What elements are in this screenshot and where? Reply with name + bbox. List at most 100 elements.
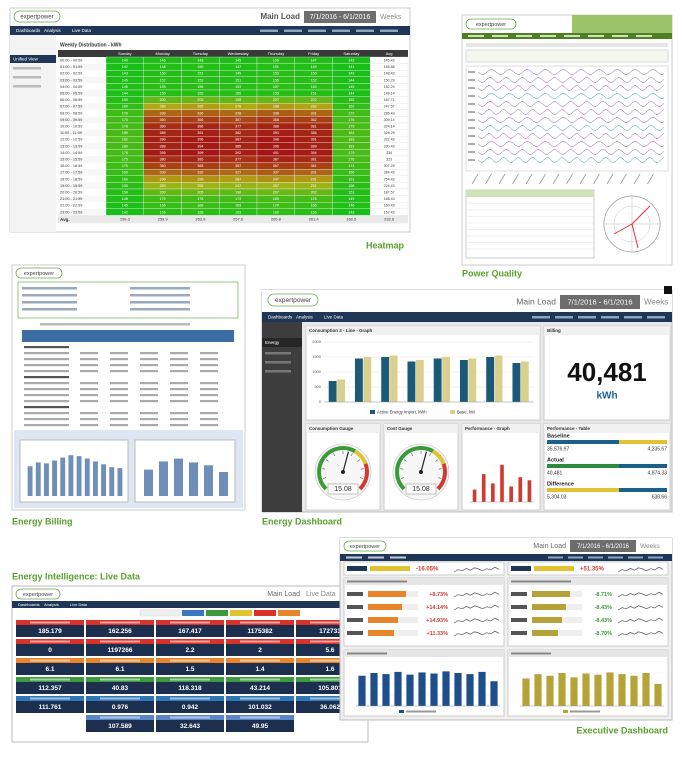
brand: expertpower bbox=[350, 544, 380, 550]
bar bbox=[84, 458, 90, 496]
tile-value: 111.761 bbox=[39, 704, 62, 711]
table-cell bbox=[140, 394, 158, 397]
card-title: Consumption 3 - Line - Graph bbox=[309, 328, 372, 333]
axis-label bbox=[620, 173, 627, 185]
table-cell bbox=[200, 412, 218, 415]
table-cell bbox=[110, 424, 128, 427]
date-range: 7/1/2016 - 6/1/2016 bbox=[567, 297, 632, 306]
cell-value: 198 bbox=[235, 98, 241, 102]
tile-body bbox=[156, 663, 224, 675]
tile-value: 112.357 bbox=[38, 685, 62, 692]
axis-label bbox=[525, 173, 533, 185]
tile-body bbox=[86, 625, 154, 637]
cell-value: 166 bbox=[348, 171, 354, 175]
table-cell bbox=[80, 412, 98, 415]
row-label-bg bbox=[58, 208, 106, 216]
table-cell bbox=[24, 418, 69, 421]
row-label bbox=[511, 631, 527, 635]
meter-name: Main Load bbox=[267, 591, 300, 598]
cell-value: 144 bbox=[348, 91, 354, 95]
logo bbox=[13, 10, 61, 23]
caption: Energy Dashboard bbox=[262, 516, 342, 526]
cell-value: 160 bbox=[122, 177, 128, 181]
row-label bbox=[511, 592, 527, 596]
cell-value: 181 bbox=[348, 131, 354, 135]
cell-value: 146 bbox=[122, 85, 128, 89]
waveform bbox=[477, 157, 665, 163]
bar bbox=[642, 673, 650, 706]
row-label-bg bbox=[58, 162, 106, 170]
kpi-change: +51.35% bbox=[580, 566, 605, 572]
table-cell bbox=[24, 412, 69, 415]
cell-value: 394 bbox=[197, 144, 203, 148]
bar bbox=[512, 363, 521, 402]
tile-body bbox=[226, 625, 294, 637]
cell-value: 291 bbox=[311, 177, 317, 181]
cell-value: 181 bbox=[348, 144, 354, 148]
avg-value: 257.6 bbox=[233, 217, 244, 222]
table-cell bbox=[24, 388, 69, 391]
cell-value: 207 bbox=[273, 190, 279, 194]
cell-value: 385 bbox=[197, 157, 203, 161]
bar bbox=[534, 674, 542, 706]
row-bar bbox=[368, 617, 398, 623]
tile-header-text bbox=[240, 621, 280, 624]
tile-body bbox=[156, 720, 224, 732]
tile-body bbox=[156, 682, 224, 694]
tile-value: 40.83 bbox=[112, 685, 129, 692]
waveform-area bbox=[465, 65, 669, 172]
bar bbox=[52, 460, 58, 496]
gauge-band bbox=[353, 449, 368, 465]
table-cell bbox=[140, 358, 158, 361]
table-cell bbox=[140, 418, 158, 421]
summary-line bbox=[130, 301, 190, 304]
avg-value: 330.43 bbox=[384, 144, 395, 148]
axis-label bbox=[552, 173, 560, 185]
nav-link bbox=[468, 35, 484, 37]
cell-value: 151 bbox=[273, 65, 279, 69]
row-label bbox=[347, 618, 363, 622]
card-title bbox=[511, 580, 571, 583]
logo bbox=[15, 267, 63, 279]
cell-value: 330 bbox=[160, 171, 166, 175]
cell-value: 175 bbox=[160, 197, 166, 201]
cell-value: 170 bbox=[122, 111, 128, 115]
tile-body bbox=[226, 663, 294, 675]
gauge-band bbox=[436, 463, 447, 491]
nav-link bbox=[612, 35, 628, 37]
avg-value: 145.43 bbox=[384, 58, 395, 62]
cell-value: 360 bbox=[160, 164, 166, 168]
bar bbox=[468, 358, 477, 402]
row-label: 10:00 - 10:59 bbox=[60, 125, 82, 129]
table-cell bbox=[110, 400, 128, 403]
table-cell bbox=[170, 400, 188, 403]
nav-item: Analysis bbox=[296, 314, 314, 319]
brand: expertpower bbox=[275, 297, 312, 304]
brand: expertpower bbox=[23, 592, 53, 598]
y-tick-label: 500 bbox=[314, 384, 321, 389]
table-cell bbox=[24, 358, 69, 361]
bar bbox=[381, 357, 390, 402]
waveform bbox=[477, 141, 665, 147]
table-cell bbox=[80, 370, 98, 373]
tile-header-text bbox=[100, 716, 140, 719]
avg-value: 263.9 bbox=[195, 217, 206, 222]
close-button bbox=[664, 286, 672, 294]
row-label-bg bbox=[58, 129, 106, 137]
cell-value: 285 bbox=[197, 105, 203, 109]
menu-item bbox=[13, 85, 41, 88]
tab bbox=[254, 610, 276, 616]
nav-link bbox=[647, 316, 665, 319]
tab bbox=[278, 610, 300, 616]
nav-link bbox=[601, 316, 619, 319]
bar bbox=[363, 357, 372, 402]
channel-label bbox=[468, 119, 475, 121]
cell-value: 251 bbox=[311, 184, 317, 188]
cell-value: 163 bbox=[235, 204, 241, 208]
bar bbox=[407, 361, 416, 402]
cell-value: 387 bbox=[273, 157, 279, 161]
avg-value: 148.43 bbox=[384, 72, 395, 76]
table-header bbox=[22, 330, 234, 342]
cell-value: 149 bbox=[348, 197, 354, 201]
tile-body bbox=[86, 682, 154, 694]
